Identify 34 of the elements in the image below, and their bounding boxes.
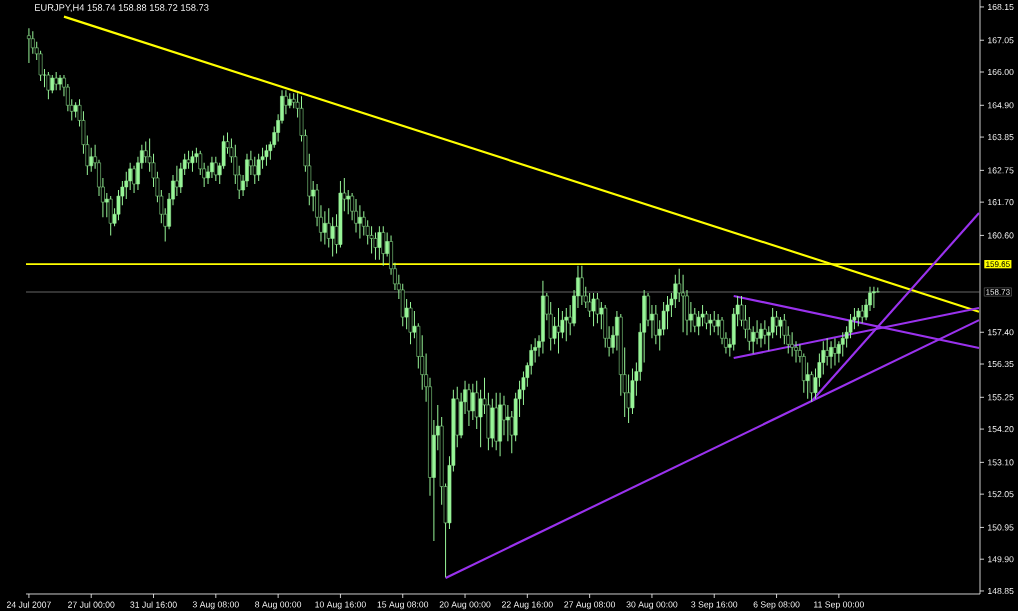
chart-title: EURJPY,H4 158.74 158.88 158.72 158.73 [35,4,209,12]
x-tick-label: 31 Jul 16:00 [130,601,177,608]
y-tick-label: 155.25 [988,394,1014,401]
x-tick-label: 3 Aug 08:00 [192,601,239,610]
y-tick-label: 163.85 [988,134,1014,141]
ref-line-label: 158.73 [986,289,1010,295]
x-tick-label: 15 Aug 08:00 [377,601,429,610]
x-tick-label: 22 Aug 16:00 [502,601,553,610]
y-tick-label: 154.20 [988,426,1014,433]
y-tick-label: 150.95 [988,524,1014,531]
y-tick-label: 164.90 [988,102,1014,109]
x-tick-label: 27 Aug 08:00 [564,601,616,610]
y-tick-label: 168.15 [988,3,1014,11]
x-tick-label: 30 Aug 00:00 [626,601,678,610]
ref-line-label: 159.65 [986,261,1010,267]
y-tick-label: 153.10 [988,459,1014,466]
y-tick-label: 166.00 [988,68,1014,76]
y-tick-label: 148.85 [988,587,1014,595]
y-tick-label: 157.40 [988,329,1014,336]
x-tick-label: 11 Sep 00:00 [814,601,864,610]
x-tick-label: 10 Aug 16:00 [315,601,366,610]
y-tick-label: 149.90 [988,556,1014,563]
y-tick-label: 160.60 [988,232,1014,239]
x-tick-label: 8 Aug 00:00 [255,601,302,610]
y-tick-label: 152.05 [988,491,1014,498]
y-tick-label: 156.35 [988,360,1014,368]
y-tick-label: 161.70 [988,199,1014,206]
y-tick-label: 167.05 [988,37,1014,44]
x-tick-label: 6 Sep 08:00 [753,601,800,610]
x-tick-label: 24 Jul 2007 [6,601,51,608]
x-tick-label: 20 Aug 00:00 [439,601,491,610]
y-tick-label: 162.75 [988,167,1014,174]
x-tick-label: 27 Jul 00:00 [68,601,115,608]
x-tick-label: 3 Sep 16:00 [691,601,738,610]
